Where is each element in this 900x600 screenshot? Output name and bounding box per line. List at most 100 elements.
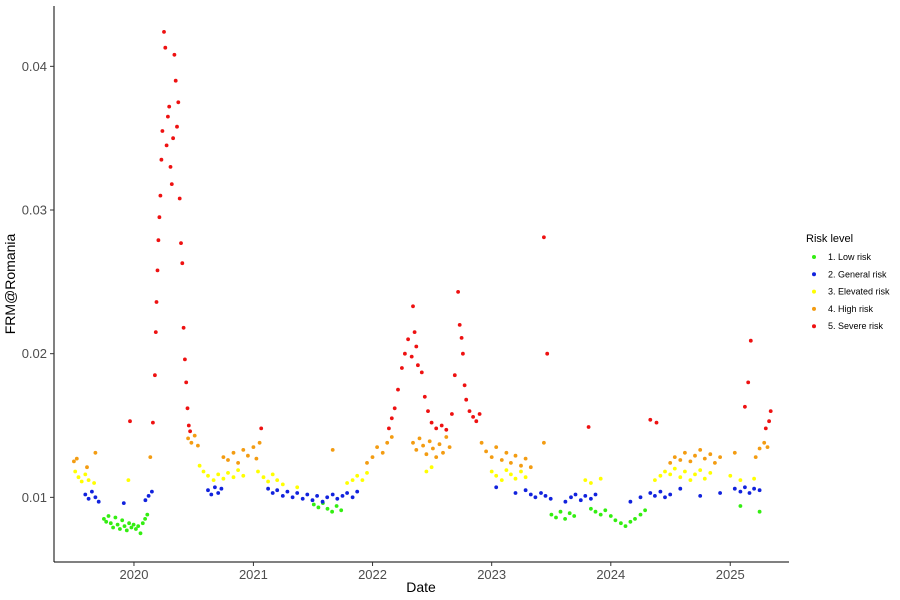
data-point bbox=[389, 416, 394, 421]
data-point bbox=[554, 515, 558, 520]
data-point bbox=[593, 509, 598, 514]
data-point bbox=[608, 514, 613, 518]
data-point bbox=[216, 472, 221, 477]
data-point bbox=[330, 492, 335, 497]
data-point bbox=[86, 478, 91, 482]
data-point bbox=[345, 481, 349, 485]
data-point bbox=[431, 446, 435, 451]
data-point bbox=[573, 492, 578, 497]
data-point bbox=[688, 459, 693, 464]
data-point bbox=[138, 531, 143, 536]
data-point bbox=[672, 455, 677, 459]
data-point bbox=[300, 496, 305, 501]
data-point bbox=[74, 456, 79, 461]
data-point bbox=[523, 488, 528, 493]
data-point bbox=[72, 459, 76, 464]
data-point bbox=[334, 504, 339, 508]
data-point bbox=[589, 506, 593, 511]
data-point bbox=[417, 436, 422, 441]
data-point bbox=[93, 495, 98, 500]
data-point bbox=[422, 394, 427, 399]
data-point bbox=[653, 494, 657, 498]
data-point bbox=[513, 491, 518, 495]
data-point bbox=[753, 455, 758, 459]
data-point bbox=[118, 527, 122, 531]
data-point bbox=[93, 450, 98, 455]
data-point bbox=[90, 489, 94, 494]
data-point bbox=[698, 448, 703, 452]
data-point bbox=[499, 478, 504, 482]
data-point bbox=[154, 300, 159, 304]
data-point bbox=[150, 489, 154, 494]
data-point bbox=[106, 514, 111, 518]
data-point bbox=[414, 448, 419, 452]
data-point bbox=[295, 491, 300, 495]
data-point bbox=[140, 521, 145, 526]
legend-item: 4. High risk bbox=[812, 304, 874, 314]
data-point bbox=[365, 461, 369, 465]
data-point bbox=[83, 472, 88, 477]
data-point bbox=[464, 397, 469, 402]
y-axis-title: FRM@Romania bbox=[2, 234, 18, 335]
data-point bbox=[186, 436, 191, 441]
data-point bbox=[746, 380, 751, 385]
data-point bbox=[355, 489, 360, 494]
data-point bbox=[643, 508, 647, 513]
data-point bbox=[236, 461, 241, 465]
data-point bbox=[583, 478, 588, 482]
data-point bbox=[311, 502, 316, 507]
data-point bbox=[375, 445, 379, 449]
data-point bbox=[104, 519, 109, 524]
data-point bbox=[439, 423, 444, 428]
data-point bbox=[702, 476, 707, 481]
data-point bbox=[295, 485, 300, 490]
data-point bbox=[693, 453, 697, 458]
data-point bbox=[387, 426, 391, 431]
data-point bbox=[768, 409, 773, 413]
data-point bbox=[619, 521, 623, 526]
data-point bbox=[598, 512, 603, 517]
data-point bbox=[499, 458, 504, 462]
data-point bbox=[416, 363, 420, 368]
data-point bbox=[392, 406, 397, 411]
data-point bbox=[545, 351, 550, 356]
data-point bbox=[173, 78, 178, 83]
y-tick-label: 0.02 bbox=[22, 346, 47, 361]
data-point bbox=[648, 491, 653, 495]
data-point bbox=[752, 486, 756, 491]
data-point bbox=[504, 468, 509, 472]
data-point bbox=[513, 453, 518, 458]
data-point bbox=[713, 461, 717, 465]
data-point bbox=[479, 440, 484, 445]
data-point bbox=[231, 475, 236, 480]
data-point bbox=[158, 193, 163, 198]
data-point bbox=[519, 463, 523, 468]
data-point bbox=[474, 419, 479, 424]
data-point bbox=[434, 455, 439, 459]
x-tick-label: 2022 bbox=[358, 567, 387, 582]
data-point bbox=[548, 496, 553, 501]
data-point bbox=[171, 136, 176, 141]
data-point bbox=[494, 473, 499, 478]
data-point bbox=[169, 182, 174, 187]
data-point bbox=[385, 440, 390, 445]
data-point bbox=[197, 463, 202, 468]
data-point bbox=[513, 476, 518, 481]
data-point bbox=[206, 473, 210, 478]
data-point bbox=[444, 435, 449, 439]
data-point bbox=[450, 412, 454, 416]
data-point bbox=[290, 495, 295, 500]
data-point bbox=[747, 491, 752, 495]
data-point bbox=[519, 469, 523, 474]
data-point bbox=[668, 492, 673, 497]
data-point bbox=[148, 455, 153, 459]
data-point bbox=[572, 514, 577, 518]
data-point bbox=[589, 496, 593, 501]
data-point bbox=[355, 473, 360, 478]
data-point bbox=[175, 124, 179, 129]
data-point bbox=[494, 445, 499, 449]
data-point bbox=[120, 518, 125, 523]
data-point bbox=[738, 478, 743, 482]
